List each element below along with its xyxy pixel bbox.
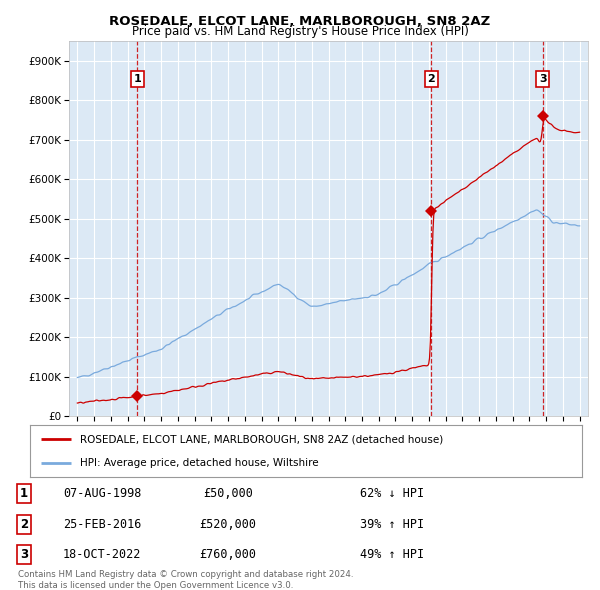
Text: 49% ↑ HPI: 49% ↑ HPI — [360, 548, 424, 561]
Text: HPI: Average price, detached house, Wiltshire: HPI: Average price, detached house, Wilt… — [80, 458, 319, 468]
Text: Contains HM Land Registry data © Crown copyright and database right 2024.
This d: Contains HM Land Registry data © Crown c… — [18, 570, 353, 589]
Text: 07-AUG-1998: 07-AUG-1998 — [63, 487, 141, 500]
Text: Price paid vs. HM Land Registry's House Price Index (HPI): Price paid vs. HM Land Registry's House … — [131, 25, 469, 38]
Text: 2: 2 — [20, 518, 28, 531]
Text: £520,000: £520,000 — [199, 518, 257, 531]
Text: 3: 3 — [20, 548, 28, 561]
Text: ROSEDALE, ELCOT LANE, MARLBOROUGH, SN8 2AZ (detached house): ROSEDALE, ELCOT LANE, MARLBOROUGH, SN8 2… — [80, 434, 443, 444]
Text: 2: 2 — [428, 74, 436, 84]
Text: 1: 1 — [20, 487, 28, 500]
Text: 25-FEB-2016: 25-FEB-2016 — [63, 518, 141, 531]
Text: 1: 1 — [134, 74, 142, 84]
Text: 39% ↑ HPI: 39% ↑ HPI — [360, 518, 424, 531]
Text: 3: 3 — [539, 74, 547, 84]
Text: £760,000: £760,000 — [199, 548, 257, 561]
Text: ROSEDALE, ELCOT LANE, MARLBOROUGH, SN8 2AZ: ROSEDALE, ELCOT LANE, MARLBOROUGH, SN8 2… — [109, 15, 491, 28]
Text: 62% ↓ HPI: 62% ↓ HPI — [360, 487, 424, 500]
Text: £50,000: £50,000 — [203, 487, 253, 500]
Text: 18-OCT-2022: 18-OCT-2022 — [63, 548, 141, 561]
